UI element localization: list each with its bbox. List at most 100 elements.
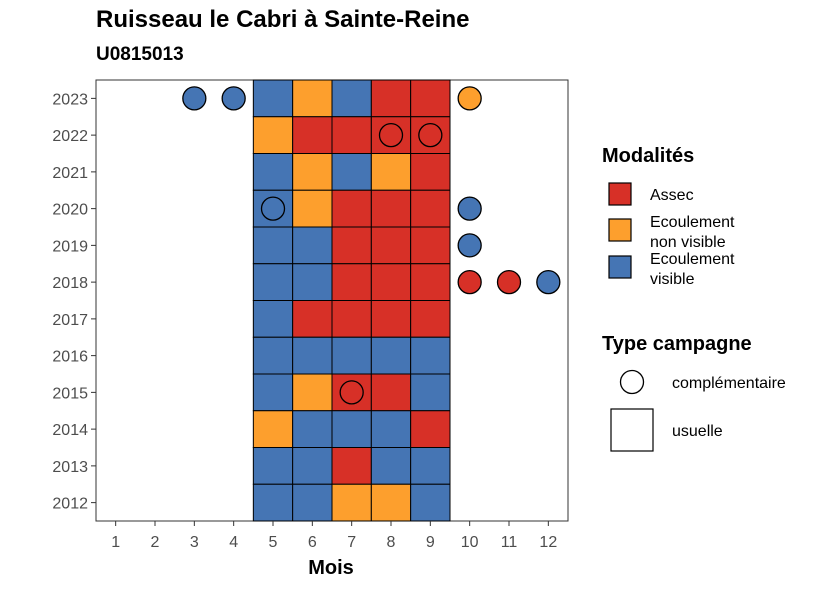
x-tick-label-10: 10 xyxy=(461,534,479,551)
x-axis-title: Mois xyxy=(308,557,354,579)
tile-2018-8 xyxy=(370,263,412,301)
tile-2014-8 xyxy=(370,410,412,448)
tile-2016-8 xyxy=(370,336,412,375)
point-2022-8 xyxy=(378,122,404,148)
tile-2021-7 xyxy=(331,153,372,191)
chart-subtitle: U0815013 xyxy=(96,44,184,65)
legend-circle-complementaire xyxy=(619,369,645,395)
tile-2023-9 xyxy=(410,79,451,118)
tile-2018-9 xyxy=(410,263,451,301)
x-tick-label-2: 2 xyxy=(151,534,160,551)
point-2020-5 xyxy=(260,196,286,221)
y-tick-label-2015: 2015 xyxy=(52,385,88,402)
y-tick-label-2020: 2020 xyxy=(52,202,88,219)
tile-2023-6 xyxy=(292,79,333,118)
tile-2017-6 xyxy=(292,300,333,338)
tile-2013-5 xyxy=(252,447,294,485)
x-tick-label-11: 11 xyxy=(501,534,518,551)
tile-2013-9 xyxy=(410,447,451,485)
tile-2020-9 xyxy=(410,189,451,228)
x-tick-label-5: 5 xyxy=(269,534,278,551)
tile-2017-9 xyxy=(410,300,451,338)
point-2023-4 xyxy=(221,86,246,111)
x-tick-label-7: 7 xyxy=(347,534,356,551)
tile-2023-7 xyxy=(331,79,372,118)
tile-2020-8 xyxy=(370,189,412,228)
legend-swatch-0 xyxy=(608,182,632,206)
legend-square-usuelle xyxy=(610,408,654,452)
x-tick-label-1: 1 xyxy=(111,534,120,551)
tile-2021-5 xyxy=(252,153,294,191)
x-tick-label-8: 8 xyxy=(387,534,396,551)
legend-swatch-2 xyxy=(608,255,632,279)
y-tick-label-2022: 2022 xyxy=(52,128,88,145)
tile-2016-9 xyxy=(410,336,451,375)
tile-2014-9 xyxy=(410,410,451,448)
tile-2015-5 xyxy=(252,373,294,412)
tile-2019-8 xyxy=(370,226,412,265)
legend-label-line: visible xyxy=(650,271,695,288)
tile-2022-6 xyxy=(292,116,333,154)
tile-2013-6 xyxy=(292,447,333,485)
plot-area: 2012 2013 2014 2015 2016 2017 2018 2019 2020 2021… xyxy=(52,79,569,551)
tile-2020-6 xyxy=(292,189,333,228)
x-tick-label-9: 9 xyxy=(426,534,435,551)
tile-2017-8 xyxy=(370,300,412,338)
point-2023-3 xyxy=(182,86,207,111)
point-2015-7 xyxy=(339,380,364,405)
tile-2013-7 xyxy=(331,447,372,485)
y-tick-label-2014: 2014 xyxy=(52,422,88,439)
tile-2021-9 xyxy=(410,153,451,191)
point-2019-10 xyxy=(457,233,482,258)
legend-label-line: Ecoulement xyxy=(650,214,735,231)
y-tick-label-2013: 2013 xyxy=(52,459,88,476)
point-2020-10 xyxy=(457,196,482,221)
tile-2023-5 xyxy=(252,79,294,118)
y-tick-label-2016: 2016 xyxy=(52,349,88,366)
tile-2019-6 xyxy=(292,226,333,265)
y-tick-label-2018: 2018 xyxy=(52,275,88,292)
point-2018-12 xyxy=(536,269,561,295)
tile-2013-8 xyxy=(370,447,412,485)
y-tick-label-2019: 2019 xyxy=(52,238,88,255)
tile-2012-8 xyxy=(370,483,412,522)
tile-2019-9 xyxy=(410,226,451,265)
x-tick-label-12: 12 xyxy=(539,534,557,551)
x-tick-label-3: 3 xyxy=(190,534,199,551)
point-2018-11 xyxy=(496,269,522,295)
legend-title-modalites: Modalités xyxy=(602,145,694,167)
legend-title-type: Type campagne xyxy=(602,333,752,355)
tile-2017-5 xyxy=(252,300,294,338)
tile-2020-7 xyxy=(331,189,372,228)
tile-2012-9 xyxy=(410,483,451,522)
tile-2014-6 xyxy=(292,410,333,448)
legend-label-1: Ecoulement non visible xyxy=(650,214,735,251)
tile-2018-7 xyxy=(331,263,372,301)
tile-2015-9 xyxy=(410,373,451,412)
tile-2023-8 xyxy=(370,79,412,118)
tile-2014-5 xyxy=(252,410,294,448)
y-tick-label-2012: 2012 xyxy=(52,496,88,513)
tile-2016-6 xyxy=(292,336,333,375)
tile-2021-6 xyxy=(292,153,333,191)
legend-label-line: Assec xyxy=(650,187,694,204)
x-tick-label-6: 6 xyxy=(308,534,317,551)
tile-2012-5 xyxy=(252,483,294,522)
y-tick-label-2023: 2023 xyxy=(52,91,88,108)
y-tick-label-2021: 2021 xyxy=(52,165,88,182)
tile-2012-6 xyxy=(292,483,333,522)
tile-2017-7 xyxy=(331,300,372,338)
tile-2018-5 xyxy=(252,263,294,301)
tile-2012-7 xyxy=(331,483,372,522)
legend: Modalités Assec Ecoulement non visibleEcoul… xyxy=(602,145,786,452)
tile-2016-5 xyxy=(252,336,294,375)
point-2022-9 xyxy=(418,122,443,148)
tile-2019-7 xyxy=(331,226,372,265)
tile-2022-5 xyxy=(252,116,294,154)
x-tick-label-4: 4 xyxy=(229,534,238,551)
tile-2014-7 xyxy=(331,410,372,448)
tile-2016-7 xyxy=(331,336,372,375)
y-tick-label-2017: 2017 xyxy=(52,312,88,329)
point-2023-10 xyxy=(457,86,482,111)
